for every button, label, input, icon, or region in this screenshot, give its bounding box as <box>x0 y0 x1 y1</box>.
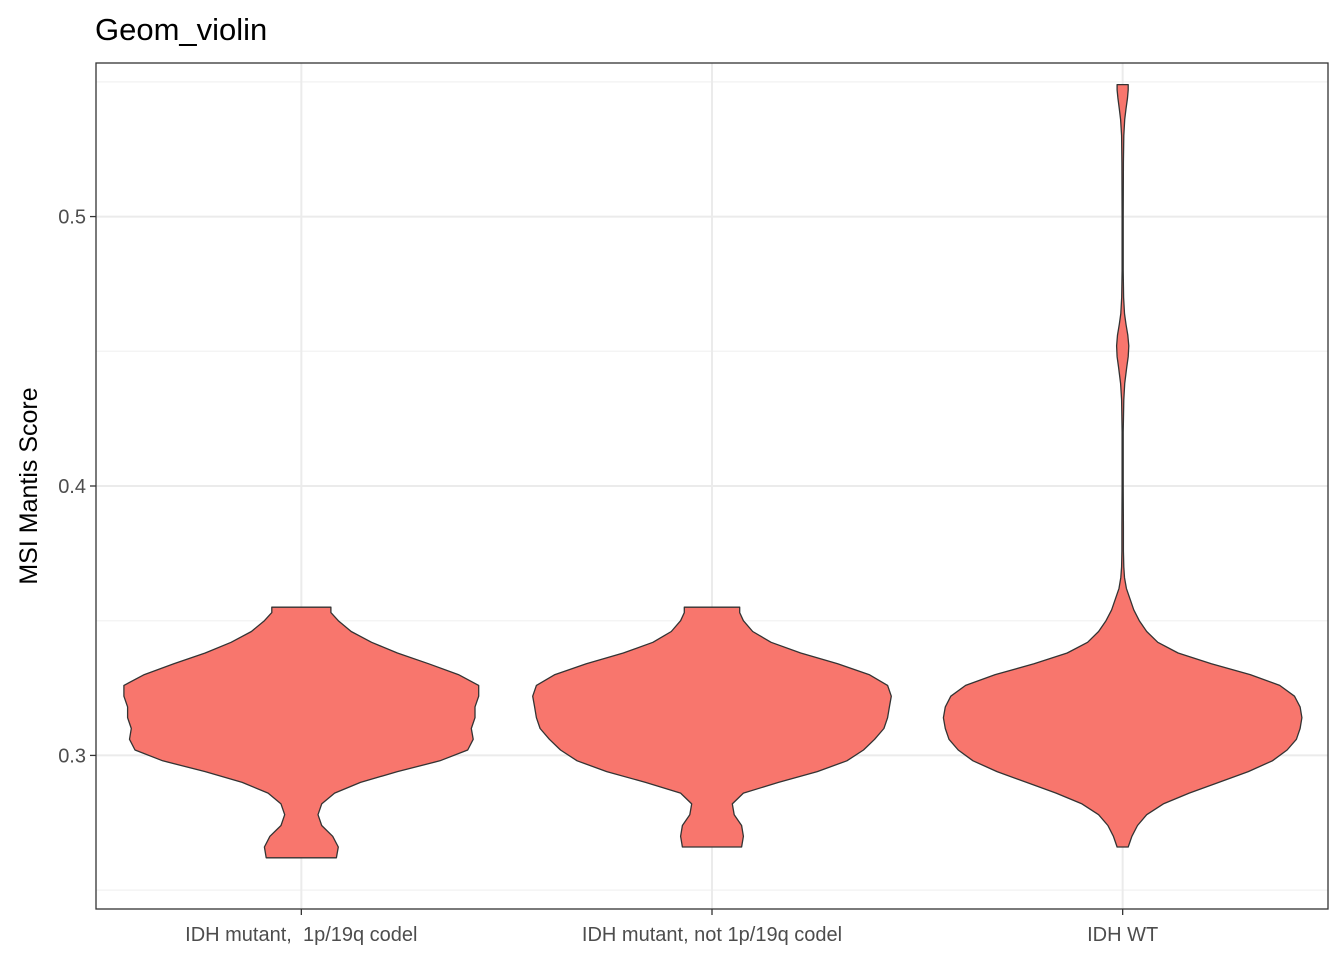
violin-1 <box>123 606 480 859</box>
violin-2 <box>532 606 892 848</box>
y-axis-title: MSI Mantis Score <box>15 387 43 584</box>
y-axis: 0.3 0.4 0.5 <box>58 207 96 767</box>
violin-3 <box>942 83 1303 848</box>
y-tick-label: 0.3 <box>58 745 86 767</box>
chart-title: Geom_violin <box>95 12 267 47</box>
x-tick-label: IDH mutant, 1p/19q codel <box>185 924 417 946</box>
x-tick-label: IDH mutant, not 1p/19q codel <box>582 924 842 946</box>
y-tick-label: 0.4 <box>58 476 86 498</box>
violins <box>123 83 1303 859</box>
y-tick-label: 0.5 <box>58 207 86 229</box>
x-axis: IDH mutant, 1p/19q codel IDH mutant, not … <box>185 909 1158 946</box>
x-tick-label: IDH WT <box>1087 924 1158 946</box>
